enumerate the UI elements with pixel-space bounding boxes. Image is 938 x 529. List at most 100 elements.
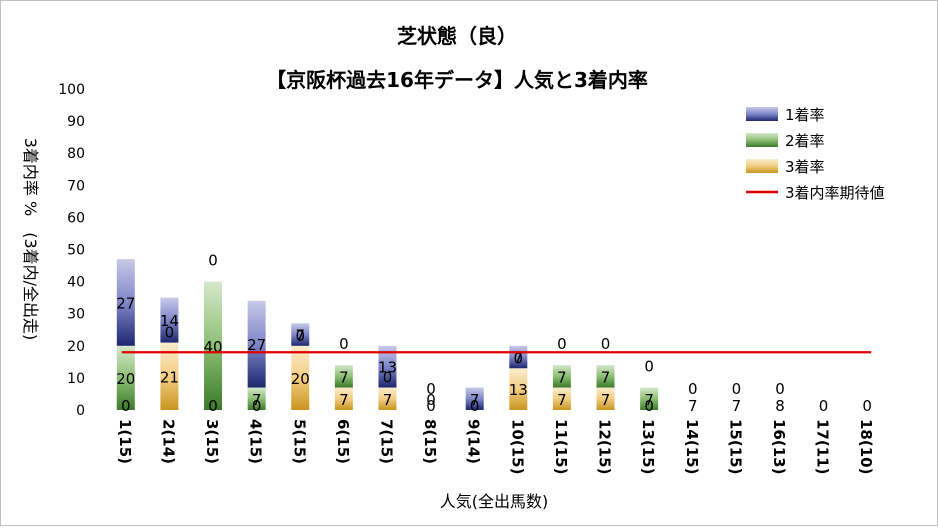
y-axis-label: 3着内率 % (3着内/全出走)	[21, 138, 40, 341]
data-label: 7	[383, 391, 393, 409]
x-tick-label: 15(15)	[726, 419, 744, 474]
legend-label: 3着内率期待値	[785, 184, 885, 202]
data-label: 7	[339, 368, 349, 386]
legend-swatch	[746, 107, 778, 121]
legend-label: 3着率	[785, 158, 825, 176]
bar-segment	[334, 365, 353, 388]
data-label: 7	[252, 391, 262, 409]
data-label: 0	[383, 369, 393, 387]
data-label: 7	[644, 391, 654, 409]
x-tick-label: 4(15)	[247, 419, 265, 464]
bar-segment	[378, 387, 397, 410]
data-label: 0	[644, 397, 654, 415]
data-label: 0	[862, 397, 872, 415]
data-label: 0	[208, 397, 218, 415]
data-label: 7	[514, 349, 524, 367]
data-label: 7	[557, 391, 567, 409]
y-tick-label: 90	[67, 114, 85, 130]
chart-title: 芝状態（良）	[397, 24, 517, 48]
data-label: 8	[775, 397, 785, 415]
data-label: 0	[775, 380, 785, 398]
bar-segment	[596, 365, 615, 388]
bar-segment	[291, 345, 310, 410]
bar-segment	[247, 300, 266, 388]
data-label: 0	[121, 397, 131, 415]
bar-segment	[509, 368, 528, 410]
data-label: 0	[601, 335, 611, 353]
data-label: 7	[470, 391, 480, 409]
y-tick-label: 10	[67, 371, 85, 387]
y-tick-label: 20	[67, 339, 85, 355]
data-label: 0	[732, 380, 742, 398]
y-tick-label: 40	[67, 275, 85, 291]
data-label: 0	[295, 327, 305, 345]
y-axis: 0 10 20 30 40 50 60 70 80 90 100	[58, 82, 85, 419]
bar-segment	[116, 345, 135, 410]
x-tick-label: 11(15)	[552, 419, 570, 474]
bar-segment	[204, 281, 223, 410]
data-label: 0	[470, 397, 480, 415]
data-label: 0	[165, 324, 175, 342]
x-axis: 1(15) 2(14) 3(15) 4(15) 5(15) 6(15) 7(15) 8(15)…	[116, 419, 875, 474]
x-tick-label: 12(15)	[596, 419, 614, 474]
data-label: 0	[688, 380, 698, 398]
data-label: 21	[160, 368, 179, 386]
x-tick-label: 2(14)	[159, 419, 177, 464]
legend-swatch	[746, 159, 778, 173]
bar-segment	[378, 345, 397, 388]
x-tick-label: 7(15)	[377, 419, 395, 464]
legend-swatch	[746, 133, 778, 147]
x-tick-label: 16(13)	[770, 419, 788, 474]
legend-label: 1着率	[785, 106, 825, 124]
data-label: 0	[252, 397, 262, 415]
bar-segment	[552, 387, 571, 410]
legend-label: 2着率	[785, 132, 825, 150]
bars	[116, 259, 659, 410]
bar-segment	[160, 342, 179, 410]
data-label: 7	[295, 327, 305, 345]
data-label: 0	[644, 358, 654, 376]
data-label: 0	[339, 335, 349, 353]
data-label: 7	[732, 397, 742, 415]
x-tick-label: 17(11)	[814, 419, 832, 474]
x-tick-label: 1(15)	[116, 419, 134, 464]
bar-segment	[640, 387, 659, 410]
x-tick-label: 6(15)	[334, 419, 352, 464]
x-tick-label: 5(15)	[290, 419, 308, 464]
x-tick-label: 14(15)	[683, 419, 701, 474]
data-labels: 0202721014040007272007770701300007130777…	[116, 252, 872, 415]
data-label: 0	[426, 391, 436, 409]
x-tick-label: 13(15)	[639, 419, 657, 474]
data-label: 7	[339, 391, 349, 409]
data-label: 0	[426, 380, 436, 398]
x-tick-label: 10(15)	[508, 419, 526, 474]
data-label: 7	[601, 368, 611, 386]
data-label: 13	[509, 381, 528, 399]
bar-segment	[247, 387, 266, 410]
data-label: 20	[116, 370, 135, 388]
y-tick-label: 80	[67, 146, 85, 162]
x-tick-label: 9(14)	[465, 419, 483, 464]
data-label: 7	[557, 368, 567, 386]
bar-segment	[160, 297, 179, 343]
data-label: 0	[208, 252, 218, 270]
y-tick-label: 0	[76, 403, 85, 419]
data-label: 13	[378, 359, 397, 377]
y-tick-label: 60	[67, 210, 85, 226]
data-label: 0	[819, 397, 829, 415]
data-label: 20	[291, 370, 310, 388]
legend: 1着率 2着率 3着率 3着内率期待値	[746, 106, 885, 202]
bar-segment	[116, 259, 135, 346]
y-tick-label: 100	[58, 82, 85, 98]
y-tick-label: 30	[67, 307, 85, 323]
x-tick-label: 8(15)	[421, 419, 439, 464]
data-label: 7	[688, 397, 698, 415]
bar-segment	[334, 387, 353, 410]
bar-segment	[465, 387, 484, 410]
data-label: 0	[514, 349, 524, 367]
y-tick-label: 70	[67, 178, 85, 194]
data-label: 0	[426, 397, 436, 415]
bar-segment	[291, 323, 310, 346]
